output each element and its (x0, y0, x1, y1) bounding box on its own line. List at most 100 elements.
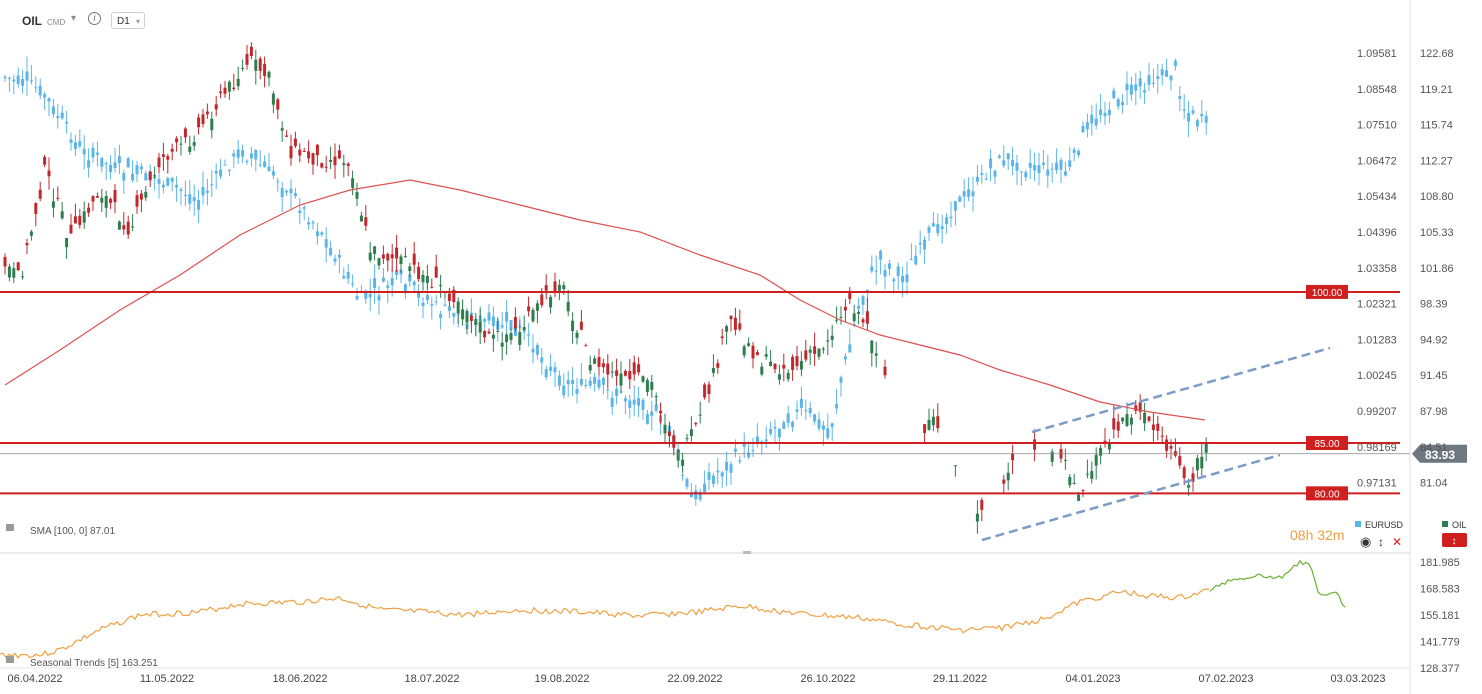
eurusd-candle (329, 240, 333, 257)
oil-candle (505, 332, 509, 355)
indicator-menu-icon[interactable] (6, 524, 14, 531)
eurusd-body (575, 388, 579, 394)
oil-body (1050, 451, 1054, 462)
oil-body (201, 114, 205, 124)
eurusd-candle (1077, 149, 1081, 158)
eurusd-candle (1002, 145, 1006, 168)
eurusd-candle (104, 161, 108, 181)
seasonal-menu-icon[interactable] (6, 656, 14, 663)
pane-resize-handle[interactable] (743, 551, 751, 554)
eurusd-candle (1041, 149, 1045, 170)
eurusd-candle (254, 149, 258, 172)
eurusd-body (1063, 171, 1067, 176)
eurusd-body (324, 239, 328, 248)
oil-body (227, 81, 231, 92)
oil-candle (461, 299, 465, 326)
oil-candle (12, 262, 16, 284)
eurusd-candle (311, 220, 315, 230)
oil-body (769, 361, 773, 366)
eurusd-candle (628, 394, 632, 419)
symbol-name[interactable]: OIL (22, 14, 42, 28)
eurusd-candle (285, 189, 289, 196)
eurusd-candle (1204, 111, 1208, 135)
oil-candle (760, 362, 764, 377)
oil-candle (821, 346, 825, 354)
eurusd-body (1121, 102, 1125, 106)
eurusd-candle (914, 245, 918, 266)
symbol-dropdown-icon[interactable]: ▾ (71, 13, 77, 24)
oil-candle (430, 278, 434, 289)
oil-body (1156, 423, 1160, 431)
eurusd-body (1125, 83, 1129, 91)
eurusd-body (425, 295, 429, 301)
eurusd-candle (606, 388, 610, 400)
oil-candle (465, 309, 469, 335)
eurusd-body (368, 293, 372, 298)
oil-legend-swatch (1442, 521, 1448, 527)
oil-candle (1129, 414, 1133, 435)
eurusd-candle (214, 163, 218, 190)
oil-body (667, 431, 671, 437)
eurusd-body (1002, 160, 1006, 166)
eurusd-body (773, 426, 777, 429)
oil-body (131, 226, 135, 228)
oil-body (205, 111, 209, 115)
oil-body (579, 321, 583, 330)
oil-body (817, 348, 821, 357)
oil-candle (777, 364, 781, 385)
eurusd-body (386, 285, 390, 288)
eurusd-body (280, 188, 284, 198)
eurusd-candle (540, 347, 544, 375)
eurusd-body (755, 436, 759, 443)
eurusd-candle (95, 141, 99, 167)
eurusd-body (1055, 162, 1059, 171)
oil-body (324, 166, 328, 168)
info-icon[interactable]: i (88, 12, 101, 25)
oil-candle (769, 349, 773, 367)
eurusd-candle (183, 180, 187, 206)
eurusd-body (135, 165, 139, 175)
oil-body (773, 363, 777, 370)
oil-candle (205, 103, 209, 119)
oil-body (78, 215, 82, 225)
oil-axis-label: 101.86 (1420, 263, 1454, 275)
eurusd-body (205, 190, 209, 193)
channel-line[interactable] (981, 453, 1281, 542)
oil-candle (276, 97, 280, 120)
eurusd-body (285, 190, 289, 193)
eurusd-body (403, 284, 407, 294)
oil-candle (619, 361, 623, 394)
oil-candle (381, 245, 385, 265)
sort-icon[interactable]: ↕ (1378, 535, 1384, 549)
oil-body (716, 363, 720, 368)
oil-body (953, 465, 957, 467)
eurusd-candle (82, 135, 86, 170)
eurusd-body (887, 263, 891, 269)
oil-axis-label: 119.21 (1420, 84, 1453, 96)
eurusd-candle (1081, 120, 1085, 134)
eurusd-candle (870, 255, 874, 274)
eurusd-body (874, 270, 878, 272)
oil-body (245, 54, 249, 65)
eurusd-candle (566, 370, 570, 397)
oil-candle (575, 329, 579, 345)
eye-icon[interactable]: ◉ (1360, 534, 1371, 549)
oil-body (1085, 473, 1089, 475)
eurusd-body (623, 398, 627, 402)
close-icon[interactable]: ✕ (1392, 535, 1402, 549)
oil-body (936, 416, 940, 429)
eurusd-candle (324, 227, 328, 263)
timeframe-select[interactable]: D1 ▾ (111, 12, 145, 29)
oil-candle (584, 343, 588, 347)
oil-settings-button[interactable] (1442, 533, 1467, 547)
eurusd-body (940, 226, 944, 229)
oil-body (1063, 459, 1067, 461)
oil-candle (223, 80, 227, 98)
oil-candle (219, 84, 223, 99)
channel-line[interactable] (1031, 346, 1331, 434)
x-tick-label: 29.11.2022 (933, 673, 987, 685)
eurusd-body (452, 312, 456, 317)
eurusd-candle (439, 310, 443, 330)
oil-body (865, 311, 869, 324)
